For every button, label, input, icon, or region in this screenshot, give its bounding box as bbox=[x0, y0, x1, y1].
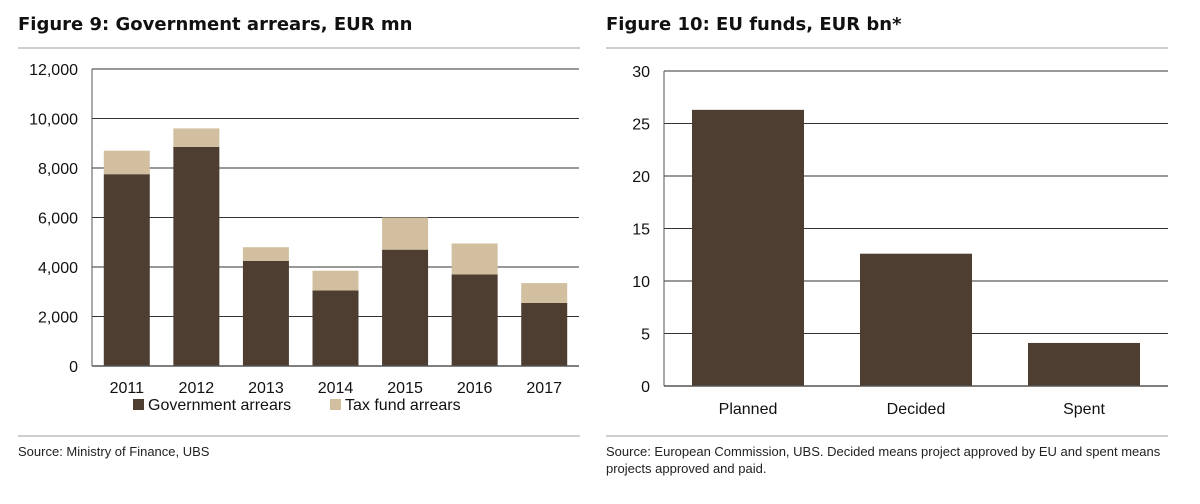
fig10-bar bbox=[692, 109, 804, 386]
fig9-ytick-label: 4,000 bbox=[38, 260, 78, 277]
fig10-ytick-label: 30 bbox=[632, 64, 650, 81]
fig9-bar-government bbox=[242, 260, 289, 366]
fig10-ytick-label: 10 bbox=[632, 274, 650, 291]
fig9-bar-tax-fund bbox=[312, 270, 359, 291]
fig10-ytick-label: 20 bbox=[632, 169, 650, 186]
fig9-xtick-label: 2015 bbox=[387, 380, 423, 397]
fig9-bar-tax-fund bbox=[521, 283, 568, 303]
fig10-ytick-label: 5 bbox=[641, 327, 650, 344]
fig9-bar-government bbox=[312, 290, 359, 366]
fig9-legend-swatch-tax-fund bbox=[330, 399, 341, 410]
fig9-bar-government bbox=[103, 174, 150, 366]
fig10-xtick-label: Spent bbox=[1063, 401, 1105, 418]
fig9-xtick-label: 2014 bbox=[318, 380, 354, 397]
fig9-xtick-label: 2017 bbox=[526, 380, 562, 397]
figure-10-title: Figure 10: EU funds, EUR bn* bbox=[606, 14, 902, 35]
fig10-ytick-label: 0 bbox=[641, 379, 650, 396]
figure-9-source: Source: Ministry of Finance, UBS bbox=[18, 444, 210, 459]
fig9-bar-government bbox=[173, 146, 220, 366]
fig10-ytick-label: 15 bbox=[632, 222, 650, 239]
fig10-xtick-label: Planned bbox=[719, 401, 778, 418]
fig9-legend-label-tax-fund: Tax fund arrears bbox=[345, 397, 461, 414]
fig9-xtick-label: 2016 bbox=[457, 380, 493, 397]
fig9-xtick-label: 2012 bbox=[179, 380, 215, 397]
fig9-ytick-label: 0 bbox=[69, 359, 78, 376]
fig9-bar-tax-fund bbox=[103, 150, 150, 175]
figure-10-source: Source: European Commission, UBS. Decide… bbox=[606, 444, 1161, 476]
fig9-bar-tax-fund bbox=[451, 243, 498, 275]
fig9-legend-swatch-government bbox=[133, 399, 144, 410]
fig10-bar bbox=[1028, 342, 1140, 386]
fig9-bar-government bbox=[451, 274, 498, 366]
figure-10-title-rule bbox=[606, 47, 1168, 49]
fig9-bar-government bbox=[521, 302, 568, 366]
fig9-bar-tax-fund bbox=[242, 247, 289, 261]
fig9-bar-tax-fund bbox=[173, 128, 220, 147]
fig10-xtick-label: Decided bbox=[887, 401, 946, 418]
fig9-ytick-label: 6,000 bbox=[38, 211, 78, 228]
fig9-legend-label-government: Government arrears bbox=[148, 397, 291, 414]
fig10-ytick-label: 25 bbox=[632, 117, 650, 134]
fig9-ytick-label: 10,000 bbox=[29, 112, 78, 129]
fig9-bar-government bbox=[382, 249, 429, 366]
fig9-bar-tax-fund bbox=[382, 217, 429, 250]
fig9-ytick-label: 12,000 bbox=[29, 62, 78, 79]
fig9-xtick-label: 2013 bbox=[248, 380, 284, 397]
fig9-ytick-label: 2,000 bbox=[38, 310, 78, 327]
fig9-xtick-label: 2011 bbox=[110, 380, 145, 397]
figure-10-source-rule bbox=[606, 435, 1168, 437]
figure-9-title-rule bbox=[18, 47, 580, 49]
fig10-bar bbox=[860, 253, 972, 386]
figure-9-title: Figure 9: Government arrears, EUR mn bbox=[18, 14, 413, 35]
fig9-ytick-label: 8,000 bbox=[38, 161, 78, 178]
figure-9-source-rule bbox=[18, 435, 580, 437]
